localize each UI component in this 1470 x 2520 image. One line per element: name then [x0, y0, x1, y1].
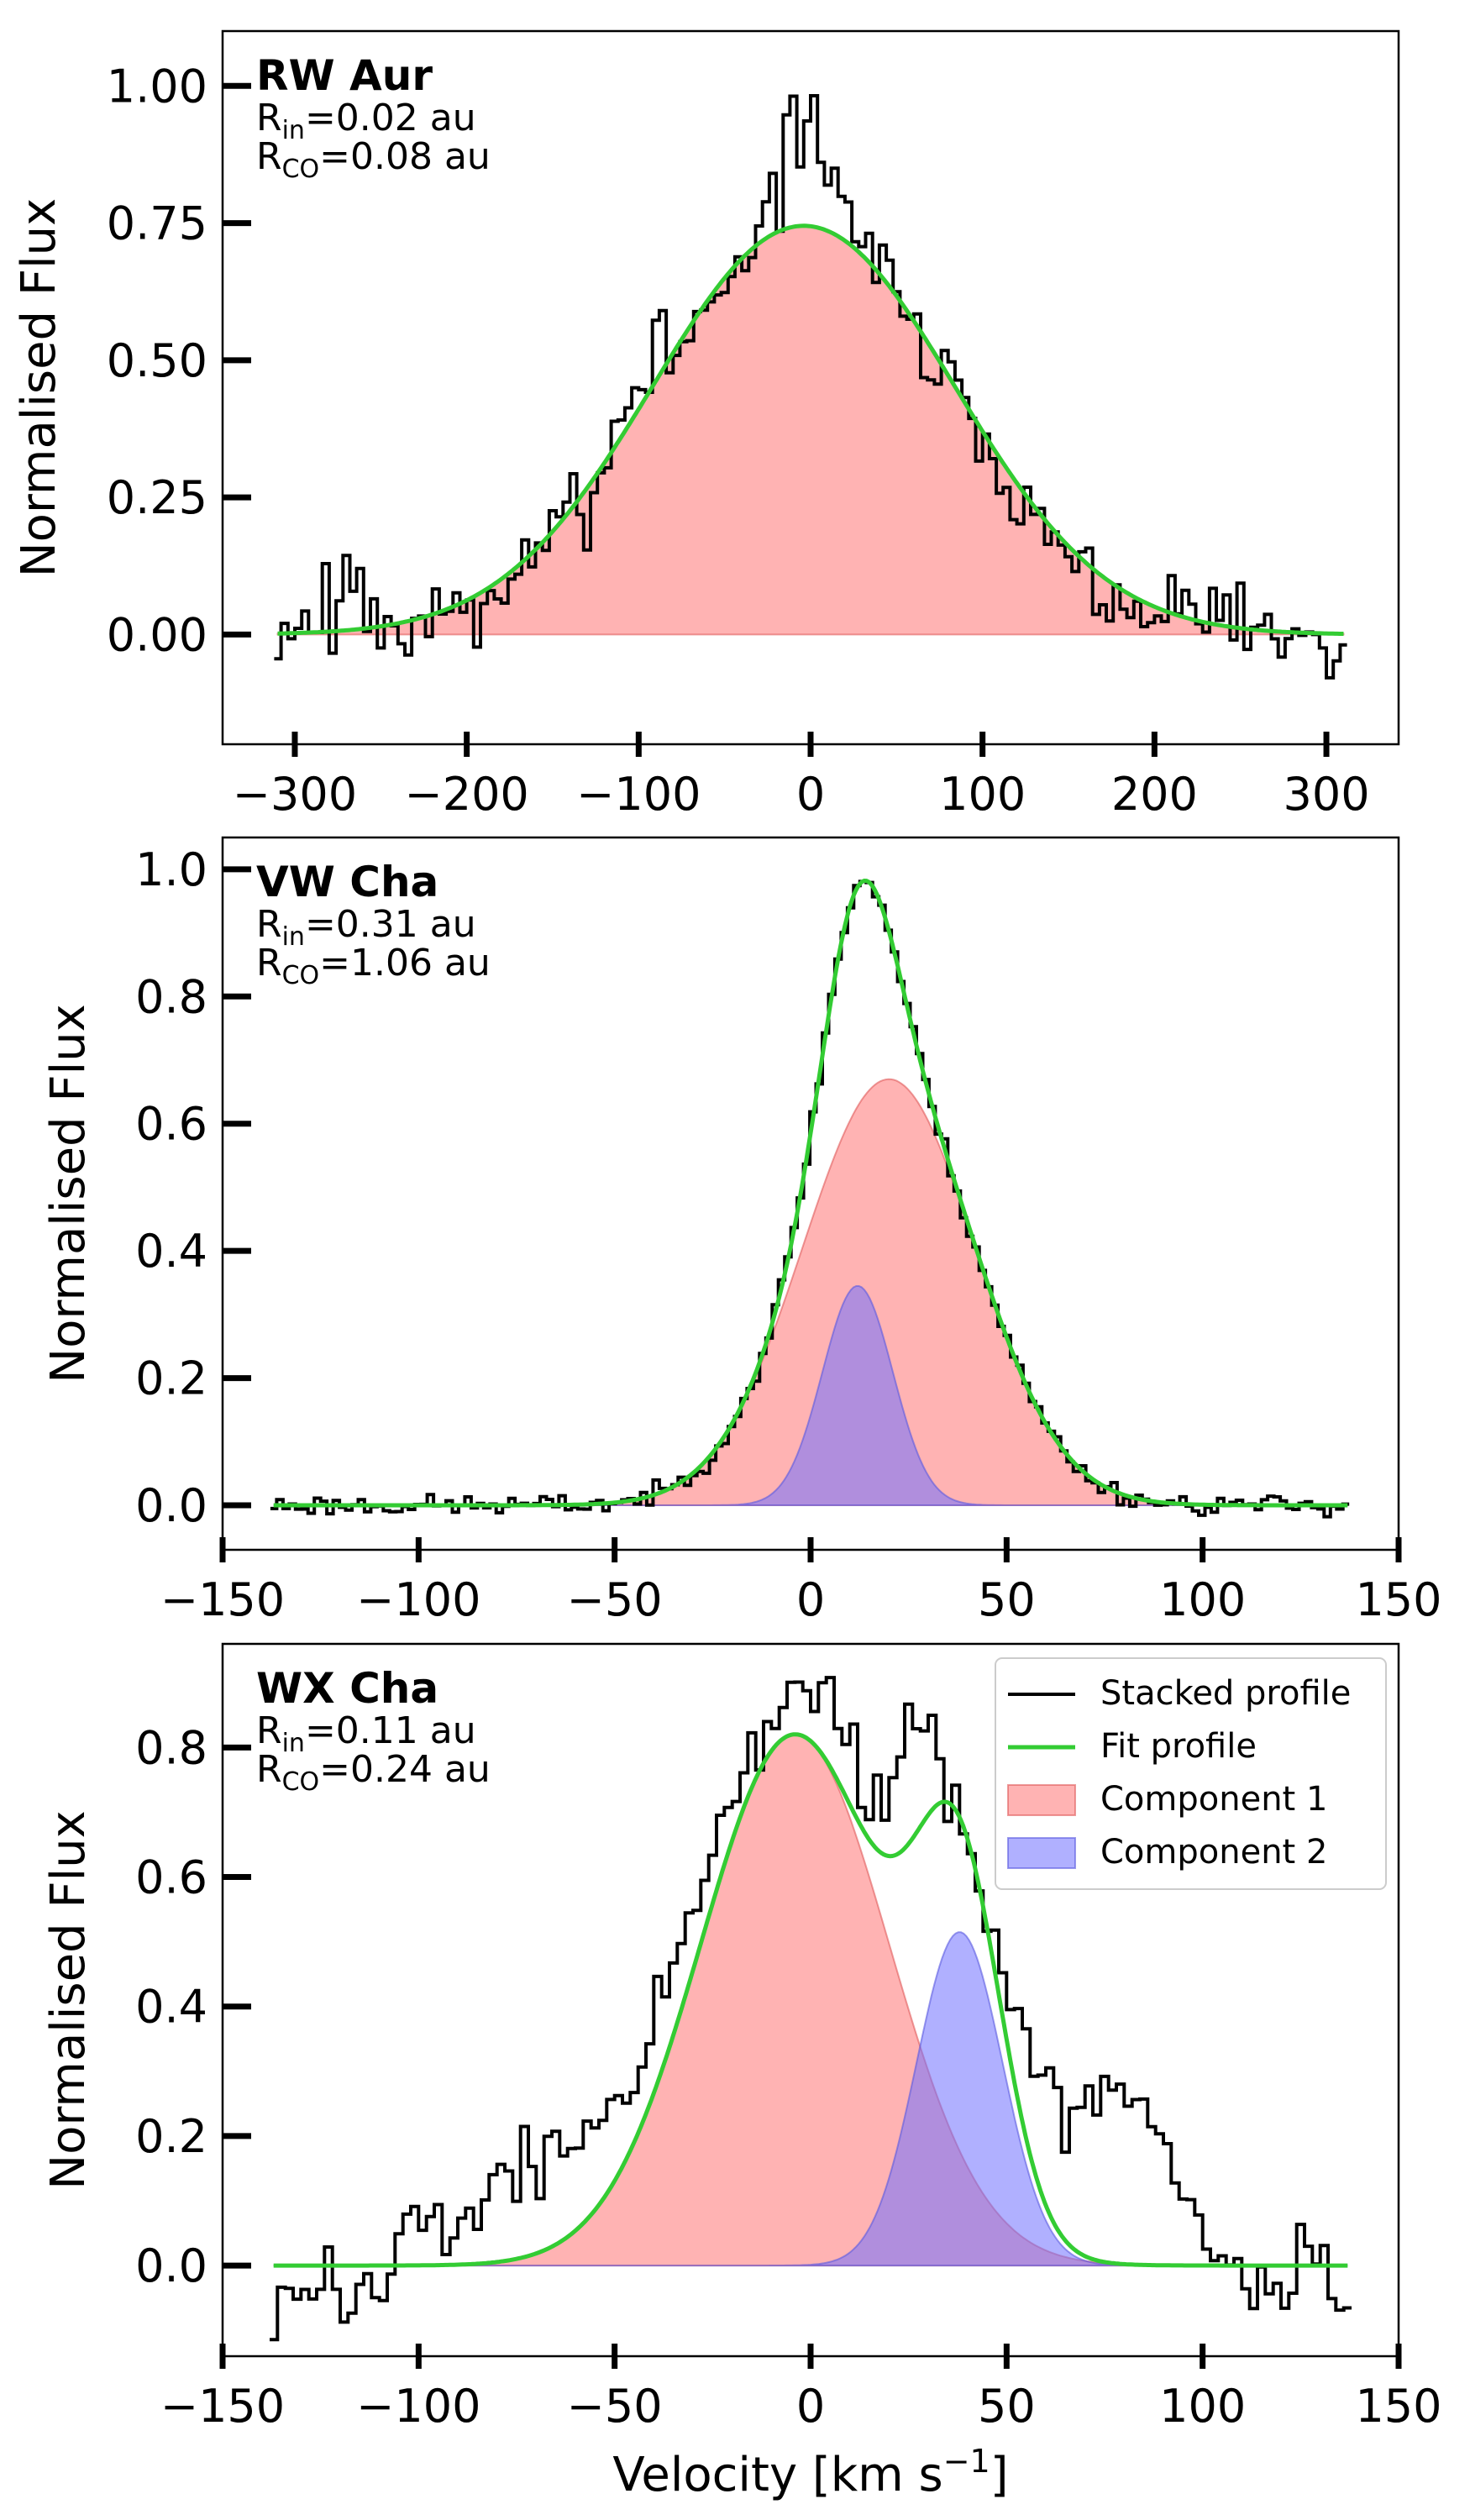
- plot-area: [270, 878, 1350, 1519]
- y-tick-label: 0.8: [135, 1721, 207, 1774]
- y-tick-label: 0.2: [135, 1352, 207, 1405]
- stacked-profile-line: [270, 1676, 1352, 2342]
- component-1-area: [276, 224, 1345, 636]
- y-tick-label: 0.0: [135, 2239, 207, 2292]
- x-tick-label: −150: [160, 2380, 285, 2433]
- panel-1: −300 −200 −100 0 100 200 300 0.00 0.25 0.50 0.75 1.…: [12, 29, 1400, 821]
- co-radius-note: RCO=1.06 au: [256, 942, 491, 990]
- legend-box: [995, 1657, 1387, 1890]
- x-tick-label: −150: [160, 1573, 285, 1626]
- x-tick-label: −50: [567, 1573, 663, 1626]
- legend-swatch-component-2: [1007, 1837, 1076, 1869]
- x-tick-label: 150: [1355, 1573, 1441, 1626]
- panel-title: WX Cha: [256, 1664, 438, 1713]
- x-tick-label: 200: [1111, 768, 1198, 821]
- fit-profile-line: [273, 878, 1348, 1508]
- x-tick-label: 100: [1159, 2380, 1246, 2433]
- y-tick-label: 0.6: [135, 1851, 207, 1904]
- panel-2: −150 −100 −50 0 50 100 150 0.0 0.2 0.4 0.6 0.8 1.0 No…: [41, 836, 1442, 1626]
- y-tick-label: 0.00: [107, 608, 207, 661]
- x-tick-label: 50: [978, 2380, 1036, 2433]
- co-radius-note: RCO=0.08 au: [256, 135, 491, 184]
- x-tick-label: −100: [356, 1573, 480, 1626]
- x-tick-label: −300: [233, 768, 357, 821]
- legend: Stacked profile Fit profile Component 1 Com…: [995, 1657, 1387, 1890]
- plot-area: [274, 94, 1347, 680]
- y-tick-label: 1.0: [135, 843, 207, 896]
- fit-profile-line: [273, 1732, 1348, 2268]
- x-tick-label: −50: [567, 2380, 663, 2433]
- y-tick-label: 0.0: [135, 1479, 207, 1532]
- y-tick-label: 0.25: [107, 471, 207, 524]
- legend-label: Component 1: [1100, 1780, 1327, 1819]
- x-tick-label: 300: [1283, 768, 1369, 821]
- panel-title: RW Aur: [256, 51, 433, 100]
- y-axis-title: Normalised Flux: [12, 198, 66, 578]
- x-tick-label: 100: [1159, 1573, 1246, 1626]
- inner-radius-note: Rin=0.02 au: [256, 97, 476, 145]
- x-tick-label: 100: [939, 768, 1026, 821]
- x-axis-title: Velocity [km s−1]: [612, 2443, 1008, 2502]
- x-tick-label: 0: [796, 1573, 825, 1626]
- inner-radius-note: Rin=0.31 au: [256, 903, 476, 952]
- y-tick-label: 0.4: [135, 1981, 207, 2034]
- panel-3: −150 −100 −50 0 50 100 150 0.0 0.2 0.4 0.6 0.8 Norma…: [41, 1642, 1442, 2502]
- legend-label: Stacked profile: [1100, 1674, 1351, 1713]
- y-tick-label: 0.8: [135, 970, 207, 1023]
- y-tick-label: 0.4: [135, 1225, 207, 1278]
- y-axis-title: Normalised Flux: [41, 1810, 96, 2190]
- y-tick-label: 0.6: [135, 1098, 207, 1151]
- x-tick-label: 0: [796, 768, 825, 821]
- x-tick-label: 150: [1355, 2380, 1441, 2433]
- legend-swatch-component-1: [1007, 1784, 1076, 1816]
- y-tick-label: 0.75: [107, 197, 207, 250]
- x-tick-label: −100: [576, 768, 701, 821]
- fit-profile-line: [277, 223, 1344, 636]
- legend-label: Component 2: [1100, 1833, 1327, 1872]
- plot-area: [270, 1676, 1352, 2342]
- y-tick-label: 0.50: [107, 334, 207, 387]
- panel-title: VW Cha: [256, 858, 438, 906]
- x-tick-label: −100: [356, 2380, 480, 2433]
- y-tick-label: 0.2: [135, 2110, 207, 2163]
- co-radius-note: RCO=0.24 au: [256, 1748, 491, 1797]
- x-tick-label: −200: [404, 768, 528, 821]
- legend-label: Fit profile: [1100, 1727, 1257, 1766]
- x-tick-label: 0: [796, 2380, 825, 2433]
- y-tick-label: 1.00: [107, 60, 207, 113]
- inner-radius-note: Rin=0.11 au: [256, 1709, 476, 1758]
- y-axis-title: Normalised Flux: [41, 1004, 96, 1383]
- x-tick-label: 50: [978, 1573, 1036, 1626]
